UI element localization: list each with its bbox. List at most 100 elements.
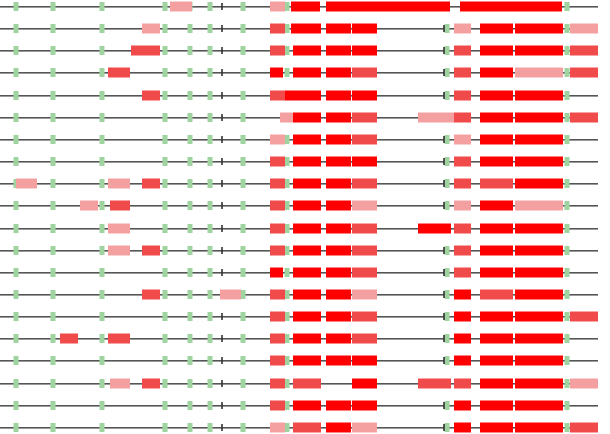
green-marker xyxy=(162,401,168,410)
green-marker xyxy=(207,334,213,343)
red-segment xyxy=(293,400,321,411)
green-marker xyxy=(13,290,19,299)
green-marker xyxy=(207,379,213,388)
red-segment xyxy=(352,422,377,433)
tick-mark xyxy=(221,424,223,431)
green-marker xyxy=(444,423,450,432)
green-marker xyxy=(284,201,290,210)
green-marker xyxy=(240,334,246,343)
red-segment xyxy=(454,156,471,167)
green-marker xyxy=(99,135,105,144)
red-segment xyxy=(326,289,351,300)
green-marker xyxy=(564,68,570,77)
red-segment xyxy=(326,134,351,145)
red-segment xyxy=(352,156,377,167)
red-segment xyxy=(110,200,130,211)
red-segment xyxy=(108,245,130,256)
red-segment xyxy=(480,245,513,256)
red-segment xyxy=(460,1,562,12)
red-segment xyxy=(480,378,513,389)
green-marker xyxy=(207,290,213,299)
green-marker xyxy=(162,2,168,11)
red-segment xyxy=(515,112,563,123)
red-segment xyxy=(352,112,377,123)
track-row xyxy=(0,400,598,411)
green-marker xyxy=(564,179,570,188)
track-row xyxy=(0,245,598,256)
red-segment xyxy=(515,178,563,189)
red-segment xyxy=(515,156,563,167)
green-marker xyxy=(207,224,213,233)
red-segment xyxy=(108,333,130,344)
red-segment xyxy=(326,156,351,167)
tick-mark xyxy=(443,313,445,320)
red-segment xyxy=(454,267,471,278)
red-segment xyxy=(454,134,471,145)
tick-mark xyxy=(221,380,223,387)
red-segment xyxy=(326,311,351,322)
green-marker xyxy=(284,24,290,33)
green-marker xyxy=(284,46,290,55)
red-segment xyxy=(220,289,241,300)
green-marker xyxy=(284,246,290,255)
track-row xyxy=(0,178,598,189)
track-row xyxy=(0,200,598,211)
green-marker xyxy=(444,334,450,343)
track-row xyxy=(0,67,598,78)
red-segment xyxy=(326,267,351,278)
green-marker xyxy=(99,157,105,166)
green-marker xyxy=(240,91,246,100)
green-marker xyxy=(99,201,105,210)
green-marker xyxy=(240,179,246,188)
red-segment xyxy=(270,67,283,78)
red-segment xyxy=(270,90,285,101)
green-marker xyxy=(99,423,105,432)
tick-mark xyxy=(221,114,223,121)
green-marker xyxy=(444,356,450,365)
green-marker xyxy=(284,135,290,144)
green-marker xyxy=(240,24,246,33)
red-segment xyxy=(352,311,377,322)
green-marker xyxy=(284,334,290,343)
red-segment xyxy=(293,378,321,389)
red-segment xyxy=(293,134,321,145)
red-segment xyxy=(293,355,321,366)
green-marker xyxy=(187,268,193,277)
green-marker xyxy=(564,201,570,210)
red-segment xyxy=(515,267,563,278)
red-segment xyxy=(326,355,351,366)
tick-mark xyxy=(221,313,223,320)
red-segment xyxy=(326,112,351,123)
track-row xyxy=(0,90,598,101)
green-marker xyxy=(207,68,213,77)
tick-mark xyxy=(221,202,223,209)
red-segment xyxy=(480,67,513,78)
tick-mark xyxy=(443,402,445,409)
tick-mark xyxy=(443,47,445,54)
green-marker xyxy=(187,246,193,255)
tick-mark xyxy=(221,225,223,232)
tick-mark xyxy=(221,136,223,143)
red-segment xyxy=(570,67,598,78)
red-segment xyxy=(570,422,598,433)
red-segment xyxy=(293,311,321,322)
track-row xyxy=(0,23,598,34)
green-marker xyxy=(50,201,56,210)
green-marker xyxy=(564,46,570,55)
green-marker xyxy=(50,401,56,410)
green-marker xyxy=(162,46,168,55)
green-marker xyxy=(187,423,193,432)
red-segment xyxy=(270,422,285,433)
red-segment xyxy=(142,245,160,256)
green-marker xyxy=(13,91,19,100)
red-segment xyxy=(480,45,513,56)
green-marker xyxy=(564,135,570,144)
red-segment xyxy=(270,355,285,366)
red-segment xyxy=(454,333,471,344)
red-segment xyxy=(16,178,37,189)
green-marker xyxy=(13,113,19,122)
green-marker xyxy=(564,312,570,321)
green-marker xyxy=(284,401,290,410)
